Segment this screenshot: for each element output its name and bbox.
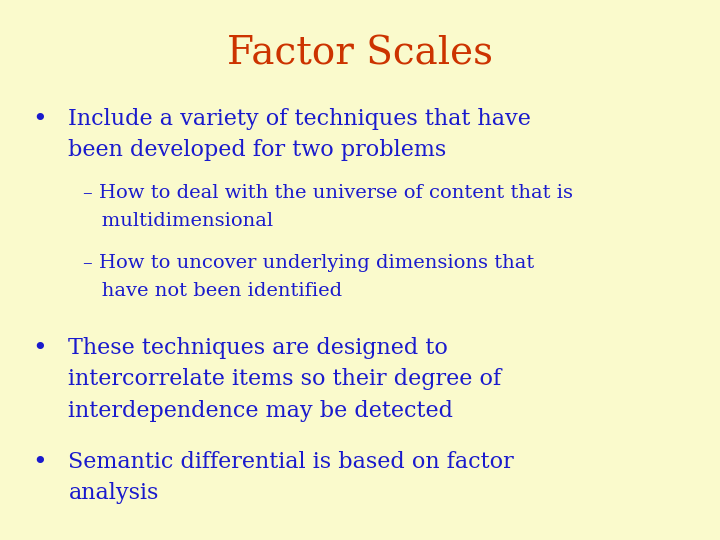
Text: – How to deal with the universe of content that is: – How to deal with the universe of conte… (83, 184, 573, 202)
Text: have not been identified: have not been identified (83, 282, 342, 300)
Text: been developed for two problems: been developed for two problems (68, 139, 446, 161)
Text: These techniques are designed to: These techniques are designed to (68, 337, 449, 359)
Text: intercorrelate items so their degree of: intercorrelate items so their degree of (68, 368, 502, 390)
Text: Semantic differential is based on factor: Semantic differential is based on factor (68, 451, 514, 473)
Text: •: • (32, 451, 47, 474)
Text: Factor Scales: Factor Scales (227, 35, 493, 72)
Text: •: • (32, 337, 47, 360)
Text: •: • (32, 108, 47, 131)
Text: multidimensional: multidimensional (83, 212, 273, 230)
Text: interdependence may be detected: interdependence may be detected (68, 400, 454, 422)
Text: analysis: analysis (68, 483, 159, 504)
Text: Include a variety of techniques that have: Include a variety of techniques that hav… (68, 108, 531, 130)
Text: – How to uncover underlying dimensions that: – How to uncover underlying dimensions t… (83, 254, 534, 272)
